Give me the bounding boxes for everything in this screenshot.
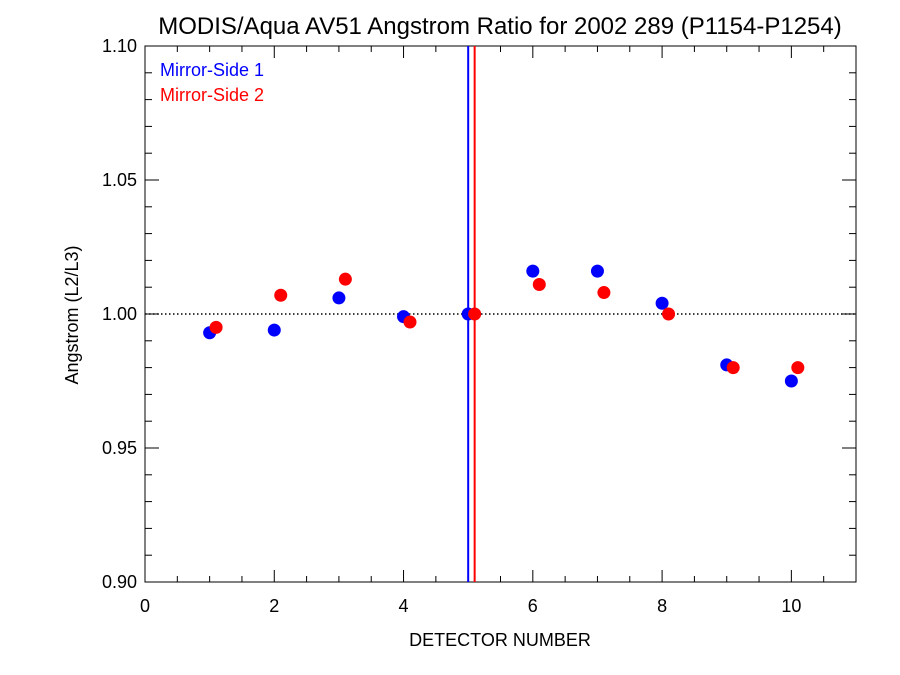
data-point-series-2 — [403, 315, 417, 329]
data-point-series-2 — [209, 320, 223, 334]
data-point-series-2 — [274, 288, 288, 302]
x-axis-label: DETECTOR NUMBER — [409, 630, 591, 650]
data-point-series-1 — [655, 296, 669, 310]
data-point-series-2 — [662, 307, 676, 321]
x-tick-label: 2 — [269, 596, 279, 616]
data-point-series-2 — [791, 361, 805, 375]
legend-item-series-2: Mirror-Side 2 — [160, 85, 264, 105]
x-tick-label: 0 — [140, 596, 150, 616]
data-point-series-1 — [526, 264, 540, 278]
x-tick-label: 10 — [781, 596, 801, 616]
x-tick-label: 4 — [399, 596, 409, 616]
chart-title: MODIS/Aqua AV51 Angstrom Ratio for 2002 … — [158, 13, 842, 40]
data-point-series-1 — [590, 264, 604, 278]
y-tick-label: 1.00 — [102, 304, 137, 324]
data-point-series-2 — [726, 361, 740, 375]
data-point-series-1 — [267, 323, 281, 337]
x-tick-label: 6 — [528, 596, 538, 616]
data-point-series-2 — [532, 278, 546, 292]
x-tick-label: 8 — [657, 596, 667, 616]
y-axis-label: Angstrom (L2/L3) — [62, 245, 82, 384]
data-point-series-1 — [784, 374, 798, 388]
data-point-series-2 — [468, 307, 482, 321]
y-tick-label: 0.90 — [102, 572, 137, 592]
data-point-series-1 — [332, 291, 346, 305]
data-point-series-2 — [597, 286, 611, 300]
y-tick-label: 0.95 — [102, 438, 137, 458]
legend-item-series-1: Mirror-Side 1 — [160, 60, 264, 80]
y-tick-label: 1.10 — [102, 36, 137, 56]
y-tick-label: 1.05 — [102, 170, 137, 190]
data-point-series-2 — [338, 272, 352, 286]
